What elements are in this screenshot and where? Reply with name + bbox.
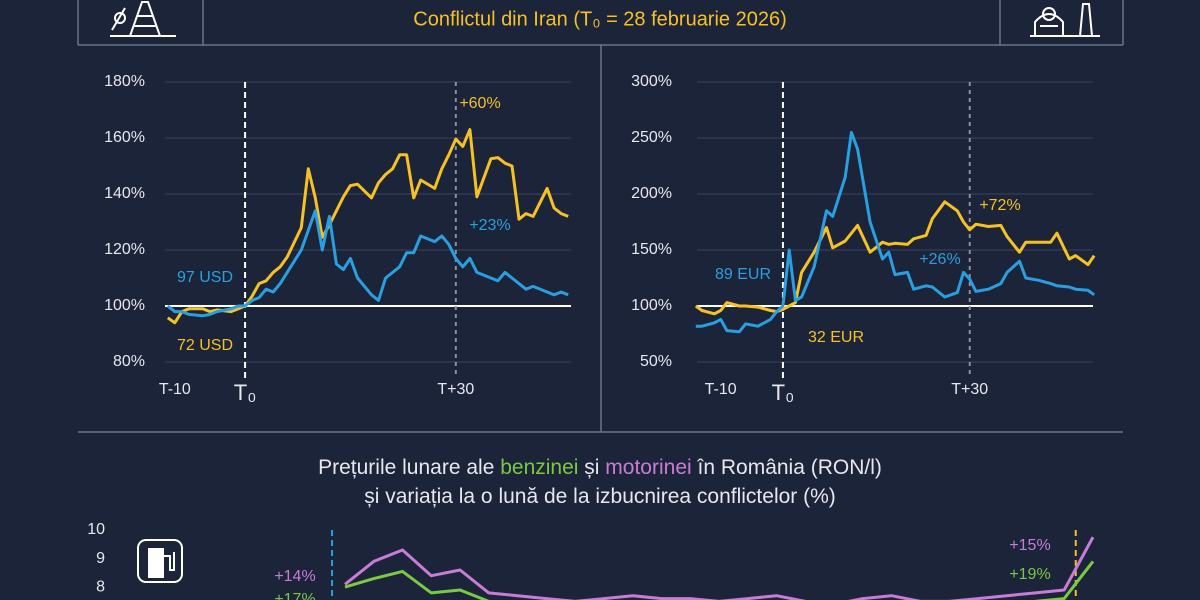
annotation: +19% bbox=[1009, 566, 1050, 583]
annotation: 89 EUR bbox=[715, 266, 771, 283]
oil-rig-icon bbox=[110, 0, 176, 37]
title-part: Prețurile lunare ale bbox=[318, 456, 500, 479]
y-tick-label: 300% bbox=[631, 73, 672, 90]
series-line bbox=[166, 209, 569, 318]
chart: 8 9 10 +14% +17% +15% +19% bbox=[87, 521, 1095, 600]
header-title: Conflictul din Iran (T₀ = 28 februarie 2… bbox=[413, 8, 787, 30]
x-tick-label: T+30 bbox=[951, 381, 988, 398]
y-tick-label: 9 bbox=[96, 550, 105, 567]
title-part: și variația la o lună de la izbucnirea c… bbox=[364, 485, 836, 508]
y-tick-label: 100% bbox=[631, 297, 672, 314]
fuel-pump-icon bbox=[137, 539, 183, 583]
annotation: +60% bbox=[459, 95, 500, 112]
y-tick-label: 8 bbox=[96, 578, 105, 595]
y-tick-label: 120% bbox=[104, 241, 145, 258]
annotation: 97 USD bbox=[177, 269, 233, 286]
annotation: +17% bbox=[274, 591, 315, 600]
y-tick-label: 50% bbox=[640, 353, 672, 370]
title-part: în România (RON/l) bbox=[692, 456, 882, 479]
annotation: +15% bbox=[1009, 537, 1050, 554]
series-line bbox=[695, 130, 1096, 334]
annotation: +72% bbox=[979, 197, 1020, 214]
x-tick-label: T+30 bbox=[437, 381, 474, 398]
series-line bbox=[694, 200, 1096, 316]
chart: 50% 100% 150% 200% 250% 300% T-10 T₀ T+30 89 EUR 3… bbox=[631, 73, 1096, 405]
y-tick-label: 140% bbox=[104, 185, 145, 202]
annotation: +14% bbox=[274, 568, 315, 585]
chart: 80% 100% 120% 140% 160% 180% T-10 T₀ T+30 97 USD 7… bbox=[104, 73, 571, 405]
title-part: benzinei bbox=[500, 456, 578, 479]
x-tick-label: T-10 bbox=[159, 381, 191, 398]
y-tick-label: 200% bbox=[631, 185, 672, 202]
y-tick-label: 180% bbox=[104, 73, 145, 90]
y-tick-label: 100% bbox=[104, 297, 145, 314]
y-tick-label: 150% bbox=[631, 241, 672, 258]
series-line bbox=[344, 560, 1095, 600]
series-line bbox=[166, 128, 569, 325]
power-plant-icon bbox=[1030, 3, 1100, 37]
annotation: +23% bbox=[469, 217, 510, 234]
y-tick-label: 10 bbox=[87, 521, 105, 538]
y-tick-label: 160% bbox=[104, 129, 145, 146]
annotation: +26% bbox=[919, 251, 960, 268]
title-part: și bbox=[578, 456, 605, 479]
x-tick-label: T₀ bbox=[772, 380, 795, 405]
chart-title: Prețurile lunare ale benzinei și motorin… bbox=[318, 456, 882, 479]
x-tick-label: T-10 bbox=[705, 381, 737, 398]
annotation: 72 USD bbox=[177, 337, 233, 354]
title-part: motorinei bbox=[605, 456, 691, 479]
chart-subtitle: și variația la o lună de la izbucnirea c… bbox=[364, 485, 836, 508]
x-tick-label: T₀ bbox=[234, 380, 257, 405]
annotation: 32 EUR bbox=[808, 329, 864, 346]
y-tick-label: 80% bbox=[113, 353, 145, 370]
y-tick-label: 250% bbox=[631, 129, 672, 146]
header: Conflictul din Iran (T₀ = 28 februarie 2… bbox=[77, 0, 1124, 46]
